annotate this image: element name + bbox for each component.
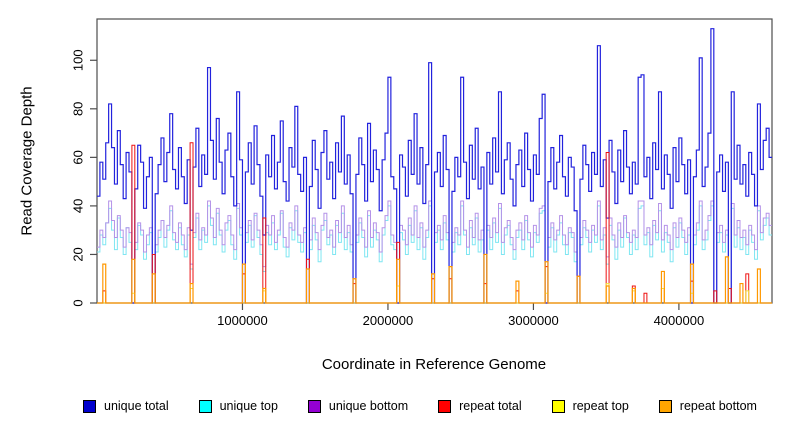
legend-item-repeat-total: repeat total (438, 399, 522, 413)
x-axis-title: Coordinate in Reference Genome (322, 356, 546, 373)
legend-item-repeat-top: repeat top (551, 399, 629, 413)
y-tick-label: 80 (71, 102, 86, 116)
legend-item-unique-top-swatch (198, 399, 212, 413)
series-repeat-bottom-line (97, 253, 772, 304)
legend-item-unique-bottom-swatch (307, 399, 321, 413)
legend-item-repeat-total-swatch (438, 399, 452, 413)
x-tick-label: 3000000 (508, 313, 559, 328)
legend-item-unique-bottom: unique bottom (307, 399, 409, 413)
legend: unique total unique top unique bottom repea… (83, 397, 757, 415)
chart-series (97, 28, 772, 304)
y-tick-label: 0 (71, 299, 86, 306)
legend-item-unique-top: unique top (198, 399, 278, 413)
legend-item-unique-total-swatch (83, 399, 96, 413)
y-axis-title: Read Coverage Depth (19, 86, 36, 235)
x-tick-label: 1000000 (217, 313, 268, 328)
legend-item-repeat-bottom: repeat bottom (658, 399, 757, 413)
x-tick-label: 2000000 (363, 313, 414, 328)
x-tick-label: 4000000 (654, 313, 705, 328)
legend-item-unique-total: unique total (83, 399, 169, 413)
y-tick-label: 20 (71, 247, 86, 261)
y-tick-label: 100 (71, 49, 86, 71)
series-unique-total-line (97, 28, 772, 304)
legend-item-repeat-total-label: repeat total (459, 399, 522, 413)
legend-item-repeat-bottom-swatch (658, 399, 672, 413)
plot-canvas: 0 20 40 60 80 100 1000000 2000000 3000000 400000… (19, 18, 773, 373)
y-axis-ticks: 0 20 40 60 80 100 (71, 49, 97, 307)
legend-item-repeat-top-swatch (551, 399, 565, 413)
y-tick-label: 60 (71, 150, 86, 164)
legend-item-repeat-top-label: repeat top (572, 399, 629, 413)
legend-item-unique-top-label: unique top (219, 399, 278, 413)
legend-item-repeat-bottom-label: repeat bottom (679, 399, 757, 413)
legend-item-unique-bottom-label: unique bottom (328, 399, 409, 413)
x-axis-ticks: 1000000 2000000 3000000 4000000 (217, 303, 704, 328)
legend-item-unique-total-label: unique total (104, 399, 169, 413)
y-tick-label: 40 (71, 199, 86, 213)
